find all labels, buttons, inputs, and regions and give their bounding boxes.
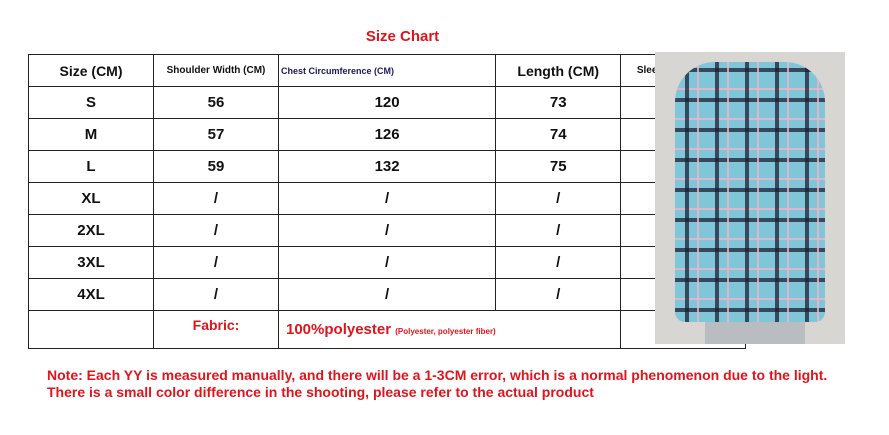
fabric-material: 100%polyester	[286, 321, 392, 338]
table-cell: /	[277, 182, 497, 215]
size-table: Size (CM) Shoulder Width (CM) Chest Circ…	[28, 54, 747, 349]
table-cell: 126	[277, 118, 497, 151]
table-cell: /	[153, 246, 279, 279]
table-cell: S	[28, 86, 154, 119]
header-chest: Chest Circumference (CM)	[277, 54, 497, 87]
table-row: M571267452	[28, 118, 747, 151]
empty-cell	[28, 310, 154, 349]
fabric-label: Fabric:	[153, 310, 279, 349]
table-cell: /	[153, 278, 279, 311]
plaid-shirt-image	[675, 62, 825, 322]
fabric-detail: (Polyester, polyester fiber)	[395, 327, 496, 336]
header-size: Size (CM)	[28, 54, 154, 87]
table-cell: 59	[153, 150, 279, 183]
table-cell: 132	[277, 150, 497, 183]
table-cell: /	[277, 214, 497, 247]
header-row: Size (CM) Shoulder Width (CM) Chest Circ…	[28, 54, 747, 87]
table-cell: 73	[495, 86, 622, 119]
measurement-note: Note: Each YY is measured manually, and …	[47, 367, 828, 400]
table-cell: /	[495, 182, 622, 215]
table-cell: L	[28, 150, 154, 183]
table-cell: M	[28, 118, 154, 151]
table-row: 4XL////	[28, 278, 747, 311]
table-cell: /	[495, 278, 622, 311]
table-cell: 74	[495, 118, 622, 151]
fabric-value: 100%polyester (Polyester, polyester fibe…	[277, 310, 496, 349]
header-length: Length (CM)	[495, 54, 622, 87]
table-row: L591327553	[28, 150, 747, 183]
table-cell: 57	[153, 118, 279, 151]
header-shoulder: Shoulder Width (CM)	[153, 54, 279, 87]
table-row: S561207351	[28, 86, 747, 119]
table-row: XL////	[28, 182, 747, 215]
table-cell: /	[277, 246, 497, 279]
table-cell: /	[495, 214, 622, 247]
table-cell: /	[277, 278, 497, 311]
table-cell: XL	[28, 182, 154, 215]
table-cell: 3XL	[28, 246, 154, 279]
table-cell: /	[153, 182, 279, 215]
table-cell: 2XL	[28, 214, 154, 247]
size-chart-title: Size Chart	[365, 28, 440, 45]
table-row: 2XL////	[28, 214, 747, 247]
empty-cell	[495, 310, 622, 349]
table-cell: /	[495, 246, 622, 279]
table-cell: 75	[495, 150, 622, 183]
fabric-row: Fabric: 100%polyester (Polyester, polyes…	[28, 310, 747, 349]
table-cell: 120	[277, 86, 497, 119]
product-photo	[655, 52, 845, 344]
table-row: 3XL////	[28, 246, 747, 279]
table-cell: /	[153, 214, 279, 247]
table-cell: 4XL	[28, 278, 154, 311]
table-cell: 56	[153, 86, 279, 119]
